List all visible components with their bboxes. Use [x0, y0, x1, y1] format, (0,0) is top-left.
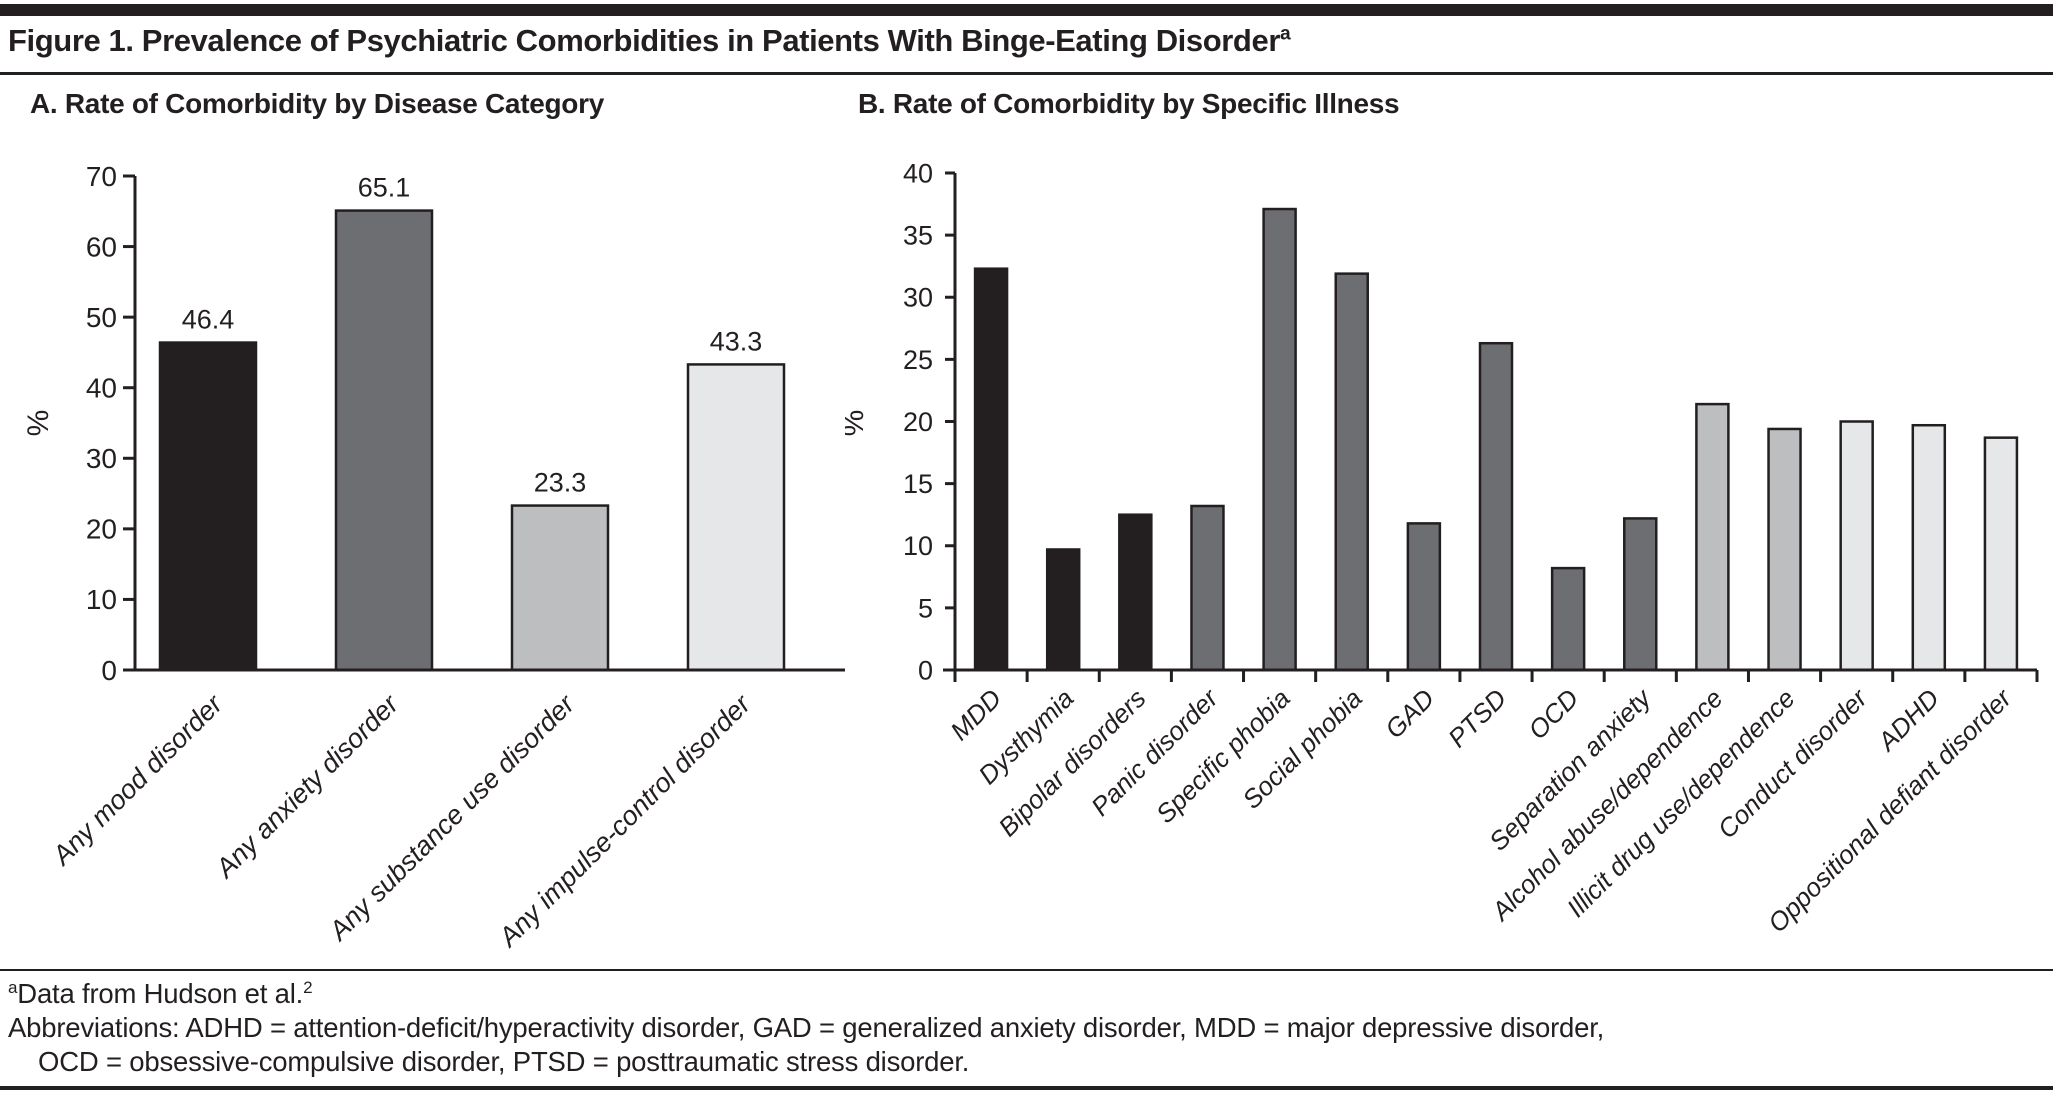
y-tick-label: 10	[86, 584, 117, 615]
footnote-abbreviations-line1: Abbreviations: ADHD = attention-deficit/…	[8, 1012, 1605, 1043]
top-accent-bar	[0, 4, 2053, 16]
category-label: PTSD	[1442, 683, 1512, 753]
bar	[1550, 566, 1586, 672]
footnote-section: aData from Hudson et al.2 Abbreviations:…	[0, 969, 2053, 1079]
value-label: 23.3	[534, 468, 587, 498]
y-tick-label: 15	[903, 469, 933, 499]
bar	[686, 363, 786, 672]
bar	[1334, 272, 1369, 672]
y-tick-label: 40	[903, 158, 933, 188]
bar	[1478, 341, 1514, 672]
y-tick-label: 30	[903, 283, 933, 313]
footnote-abbreviations-line2: OCD = obsessive-compulsive disorder, PTS…	[38, 1046, 970, 1077]
category-label: GAD	[1379, 683, 1440, 744]
figure-title-text: Figure 1. Prevalence of Psychiatric Como…	[8, 23, 1280, 58]
category-label: Panic disorder	[1085, 682, 1225, 822]
bar	[1983, 436, 2019, 672]
category-label: Any mood disorder	[45, 688, 229, 872]
bar	[1118, 513, 1153, 672]
y-tick-label: 35	[903, 221, 933, 251]
bar	[1695, 402, 1730, 672]
y-tick-label: 70	[86, 161, 117, 192]
category-label: OCD	[1522, 683, 1584, 745]
figure-title-superscript: a	[1279, 23, 1291, 45]
bar	[1623, 517, 1658, 672]
y-tick-label: 0	[101, 655, 117, 686]
footnote-source-marker: a	[8, 977, 18, 997]
y-tick-label: 25	[903, 345, 933, 375]
figure-title: Figure 1. Prevalence of Psychiatric Como…	[8, 22, 2045, 60]
value-label: 46.4	[182, 305, 235, 335]
percent-axis-label: %	[22, 410, 55, 437]
bar	[334, 209, 434, 672]
y-tick-label: 20	[903, 407, 933, 437]
bar	[510, 504, 610, 672]
bar	[1045, 548, 1081, 672]
category-label: MDD	[944, 683, 1007, 746]
bar	[158, 341, 258, 672]
footnote-source-text: Data from Hudson et al.	[17, 978, 304, 1009]
title-divider-rule	[0, 72, 2053, 75]
y-tick-label: 20	[86, 514, 117, 545]
value-label: 65.1	[358, 173, 411, 203]
bar	[1767, 427, 1802, 672]
bar	[1262, 207, 1297, 672]
panel-a-title: A. Rate of Comorbidity by Disease Catego…	[30, 88, 604, 119]
y-tick-label: 10	[903, 531, 933, 561]
bar	[1839, 420, 1874, 672]
bar	[1406, 522, 1442, 672]
y-tick-label: 5	[918, 593, 933, 623]
category-label: Any anxiety disorder	[209, 688, 405, 884]
panel-b-title: B. Rate of Comorbidity by Specific Illne…	[858, 88, 1400, 119]
bar	[1911, 423, 1947, 672]
y-tick-label: 40	[86, 373, 117, 404]
bar	[973, 267, 1009, 672]
value-label: 43.3	[710, 326, 763, 356]
footnote-source-ref: 2	[303, 977, 313, 997]
bar	[1190, 504, 1225, 672]
y-tick-label: 30	[86, 443, 117, 474]
footnote-source-line: aData from Hudson et al.2	[8, 977, 2045, 1011]
panel-a-chart: 0 10 20 30 40 50 60 70 46.4 65.1 23.3 43.3 Any mood …	[22, 161, 845, 954]
y-tick-label: 50	[86, 302, 117, 333]
bottom-border-rule	[0, 1086, 2053, 1090]
percent-axis-label: %	[845, 410, 870, 437]
y-tick-label: 0	[918, 655, 933, 685]
y-tick-label: 60	[86, 231, 117, 262]
